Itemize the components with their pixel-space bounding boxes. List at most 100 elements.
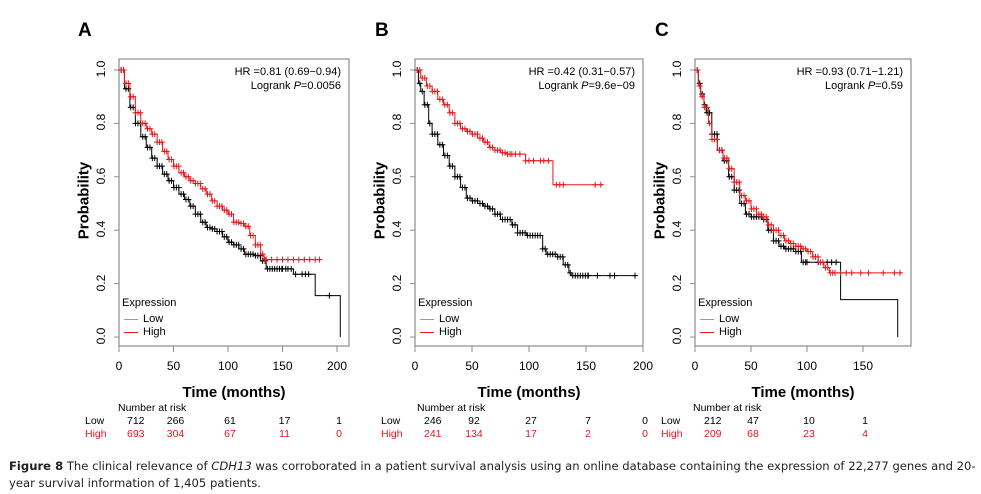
panel-b-censor-mark-low	[564, 261, 571, 268]
panel-a-legend-title: Expression	[122, 297, 177, 309]
panel-b-x-tick-label: 200	[632, 359, 654, 373]
panel-a-legend-label-low: Low	[143, 313, 164, 325]
panel-a-risk-value: 1	[336, 415, 342, 427]
panel-b-censor-mark-high	[461, 125, 468, 132]
panel-c-risk-value: 68	[747, 428, 759, 440]
panel-a-hr-text: HR =0.81 (0.69−0.94)	[234, 66, 341, 78]
panel-a-risk-value: 61	[224, 415, 236, 427]
panel-c-censor-mark-high	[775, 227, 782, 234]
panel-label-b: B	[375, 20, 389, 41]
panel-c-censor-mark-low	[713, 131, 720, 138]
panel-a-risk-row-label: High	[85, 428, 107, 440]
panel-a-risk-row-label: Low	[85, 415, 105, 427]
panel-c-risk-value: 4	[862, 428, 868, 440]
panel-c-censor-mark-high	[753, 205, 760, 212]
panel-a-censor-mark-high	[120, 67, 127, 73]
panel-b-censor-mark-high	[502, 149, 509, 156]
panel-b-censor-mark-low	[585, 272, 592, 279]
panel-a-censor-mark-high	[137, 109, 144, 116]
panel-c-censor-mark-high	[832, 269, 838, 276]
panel-c-plot-frame	[694, 58, 912, 347]
panel-b-censor-mark-high	[434, 88, 441, 95]
panel-b-logrank-prefix: Logrank	[538, 80, 582, 92]
panel-c-logrank-p: P	[867, 80, 876, 92]
panel-c-censor-mark-low	[706, 109, 713, 116]
panel-a-censor-mark-low	[175, 184, 182, 191]
panel-b-logrank-value: =9.6e−09	[588, 80, 636, 92]
panel-b-censor-mark-low	[497, 211, 504, 218]
panel-a-risk-value: 17	[278, 415, 291, 427]
panel-b-y-tick-label: 0.8	[390, 114, 404, 131]
caption-text-post: was corroborated in a patient survival a…	[9, 459, 976, 490]
panel-a-censor-mark-low	[305, 271, 312, 278]
panel-a-risk-value: 693	[127, 428, 145, 440]
panel-c-censor-mark-high	[865, 269, 872, 276]
panel-a-censor-mark-high	[211, 197, 218, 204]
panel-c-risk-value: 47	[747, 415, 759, 427]
panel-b-legend-item-high: High	[420, 326, 462, 338]
panel-a-censor-mark-low	[190, 203, 197, 210]
panel-b-censor-mark-high	[444, 101, 451, 108]
panel-b-censor-mark-low	[456, 173, 463, 180]
panel-b-censor-mark-high	[416, 67, 423, 73]
panel-b-legend-swatch-high	[420, 331, 434, 333]
panel-b-censor-mark-high	[497, 147, 504, 154]
panel-c-legend-item-low: Low	[700, 313, 739, 325]
panel-a-censor-mark-high	[268, 256, 275, 263]
panel-b-censor-mark-low	[439, 141, 446, 148]
panel-c-x-tick-label: 50	[744, 359, 758, 373]
panel-a-censor-mark-high	[306, 256, 313, 263]
panel-a-censor-mark-high	[151, 131, 158, 138]
panel-b-censor-mark-high	[530, 157, 537, 164]
panel-a-censor-mark-high	[163, 148, 170, 155]
panel-b-censor-mark-high	[456, 120, 463, 127]
panel-a-risk-value: 304	[166, 428, 185, 440]
panel-b-censor-mark-low	[419, 88, 426, 95]
panel-a-censor-mark-high	[218, 203, 225, 210]
panel-a-censor-mark-low	[197, 211, 204, 218]
panel-c-censor-mark-high	[718, 147, 725, 154]
panel-c-x-tick-label: 0	[691, 359, 699, 373]
panel-b-censor-mark-low	[474, 197, 481, 204]
panel-b-y-tick-label: 0.4	[390, 220, 404, 238]
panel-b-censor-mark-low	[424, 101, 431, 108]
panel-c-y-axis-label: Probability	[651, 161, 669, 240]
panel-c-censor-mark-high	[768, 221, 775, 228]
panel-a-censor-mark-low	[288, 265, 295, 272]
panel-c-legend-label-high: High	[719, 326, 742, 338]
panel-b-censor-mark-low	[489, 205, 496, 212]
panel-a-censor-mark-high	[295, 256, 302, 263]
panel-c-risk-value: 209	[704, 428, 722, 440]
panel-c-logrank-prefix: Logrank	[825, 80, 868, 92]
panel-a-censor-mark-high	[146, 125, 153, 132]
panel-b-censor-mark-low	[466, 195, 473, 202]
panel-c-censor-mark-high	[723, 155, 730, 162]
panel-c-legend-item-high: High	[700, 326, 742, 338]
panel-b-risk-value: 92	[468, 415, 480, 427]
panel-b-censor-mark-low	[444, 152, 451, 159]
panel-a-y-tick-label: 0.0	[94, 327, 108, 345]
panel-c-y-tick-label: 0.4	[670, 220, 684, 238]
panel-b-censor-mark-low	[632, 272, 639, 279]
panel-a-censor-mark-low	[142, 133, 149, 140]
panel-c-censor-mark-high	[891, 269, 898, 276]
panel-c-risk-value: 23	[803, 428, 815, 440]
panel-a-censor-mark-low	[223, 233, 230, 240]
panel-c-censor-mark-low	[833, 259, 840, 266]
panel-b-risk-value: 0	[642, 415, 648, 427]
panel-b-censor-mark-low	[484, 203, 491, 210]
panel-b-censor-mark-high	[597, 181, 604, 188]
panel-c-censor-mark-high	[807, 248, 814, 255]
panel-b-censor-mark-low	[426, 120, 433, 127]
panel-b-censor-mark-low	[542, 245, 549, 252]
panel-a-y-tick-label: 1.0	[94, 60, 108, 78]
panel-b-y-tick-label: 0.6	[390, 167, 404, 185]
panel-c-censor-mark-low	[736, 187, 743, 194]
panel-b-risk-value: 27	[525, 415, 537, 427]
panel-a-censor-mark-high	[290, 256, 297, 263]
panel-b-x-axis-label: Time (months)	[477, 384, 581, 401]
panel-b-risk-row-label: High	[381, 428, 403, 440]
panel-b-y-tick-label: 0.2	[390, 274, 404, 291]
panel-a-x-tick-label: 100	[217, 359, 239, 373]
panel-c-censor-mark-high	[780, 232, 787, 239]
